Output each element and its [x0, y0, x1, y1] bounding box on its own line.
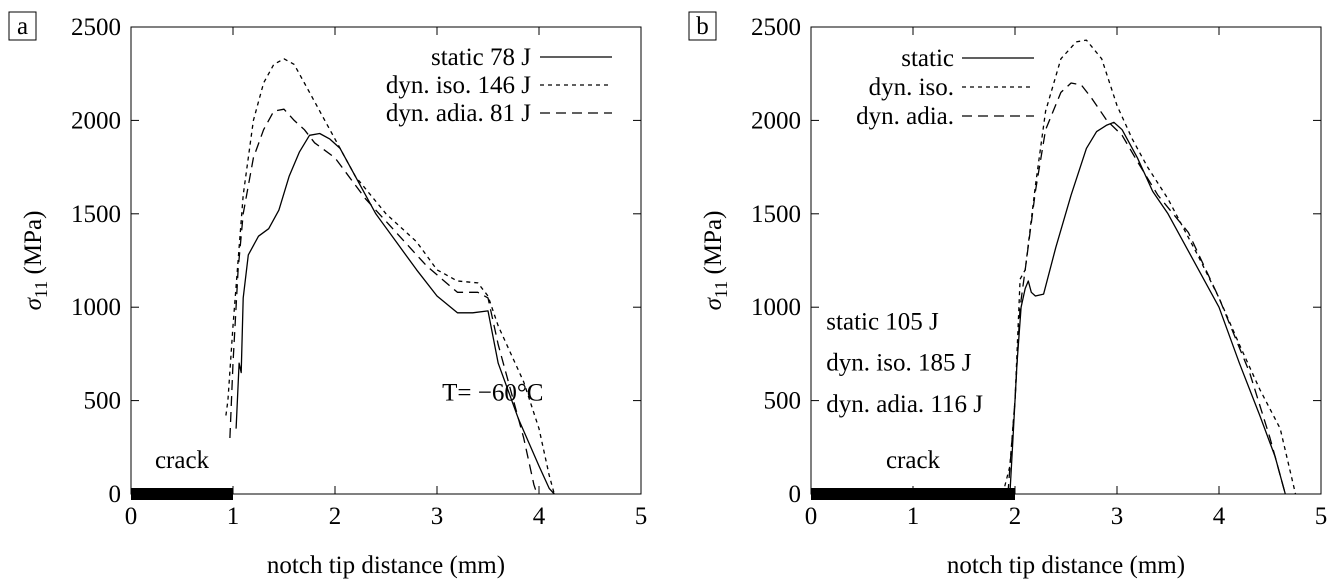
x-axis-label: notch tip distance (mm) — [267, 552, 505, 579]
x-tick-label: 5 — [1315, 503, 1328, 530]
y-tick-label: 1000 — [751, 294, 801, 321]
x-tick-label: 5 — [635, 503, 648, 530]
legend-label: dyn. iso. — [869, 74, 954, 101]
plot-frame — [810, 26, 1322, 495]
crack-bar — [131, 488, 233, 500]
y-tick-label: 0 — [109, 481, 122, 508]
legend-label: dyn. adia. 81 J — [386, 100, 531, 127]
legend-label: dyn. adia. — [856, 103, 954, 130]
series-line-dashed — [1007, 82, 1286, 495]
annotation-text: T= −60°C — [442, 380, 543, 407]
y-tick-label: 2000 — [751, 107, 801, 134]
series-line-dashed — [229, 108, 538, 495]
panel-label-box — [8, 11, 37, 41]
crack-label: crack — [155, 447, 210, 474]
x-tick-label: 0 — [125, 503, 138, 530]
y-axis-label: σ11 (MPa) — [700, 211, 731, 311]
series-line-dotted — [1002, 39, 1297, 495]
annotation-text: dyn. iso. 185 J — [826, 350, 971, 377]
panel-label: a — [17, 13, 28, 40]
y-tick-label: 2500 — [71, 14, 121, 41]
x-tick-label: 2 — [329, 503, 342, 530]
y-tick-label: 2500 — [751, 14, 801, 41]
annotation-text: dyn. adia. 116 J — [826, 391, 983, 418]
x-tick-label: 1 — [907, 503, 920, 530]
chart-panel-b: 0 1 2 3 4 5 0 500 1000 1500 2000 2500 notch tip dist… — [688, 11, 1328, 579]
y-tick-label: 1500 — [751, 201, 801, 228]
y-tick-label: 2000 — [71, 107, 121, 134]
legend-label: static — [901, 45, 954, 72]
y-tick-label: 1000 — [71, 294, 121, 321]
y-tick-label: 500 — [764, 388, 802, 415]
x-tick-label: 2 — [1009, 503, 1022, 530]
panel-label-box — [688, 11, 717, 41]
series-line-dotted — [225, 58, 555, 495]
panel-label: b — [696, 13, 709, 40]
y-axis-label: σ11 (MPa) — [20, 211, 51, 311]
plot-frame — [130, 26, 642, 495]
chart-panel-a: 0 1 2 3 4 5 0 500 1000 1500 2000 2500 notch tip dist… — [8, 11, 648, 579]
x-tick-label: 4 — [533, 503, 546, 530]
series-line-solid — [1009, 121, 1286, 495]
x-tick-label: 0 — [805, 503, 818, 530]
crack-label: crack — [886, 447, 941, 474]
x-axis-label: notch tip distance (mm) — [947, 552, 1185, 579]
y-tick-label: 500 — [84, 388, 122, 415]
legend-label: dyn. iso. 146 J — [386, 72, 531, 99]
annotation-text: static 105 J — [826, 309, 939, 336]
y-tick-label: 1500 — [71, 201, 121, 228]
y-tick-label: 0 — [789, 481, 802, 508]
x-tick-label: 1 — [227, 503, 240, 530]
series-line-solid — [235, 132, 555, 495]
x-tick-label: 4 — [1213, 503, 1226, 530]
x-tick-label: 3 — [1111, 503, 1124, 530]
x-tick-label: 3 — [431, 503, 444, 530]
legend-label: static 78 J — [431, 44, 531, 71]
crack-bar — [811, 488, 1015, 500]
